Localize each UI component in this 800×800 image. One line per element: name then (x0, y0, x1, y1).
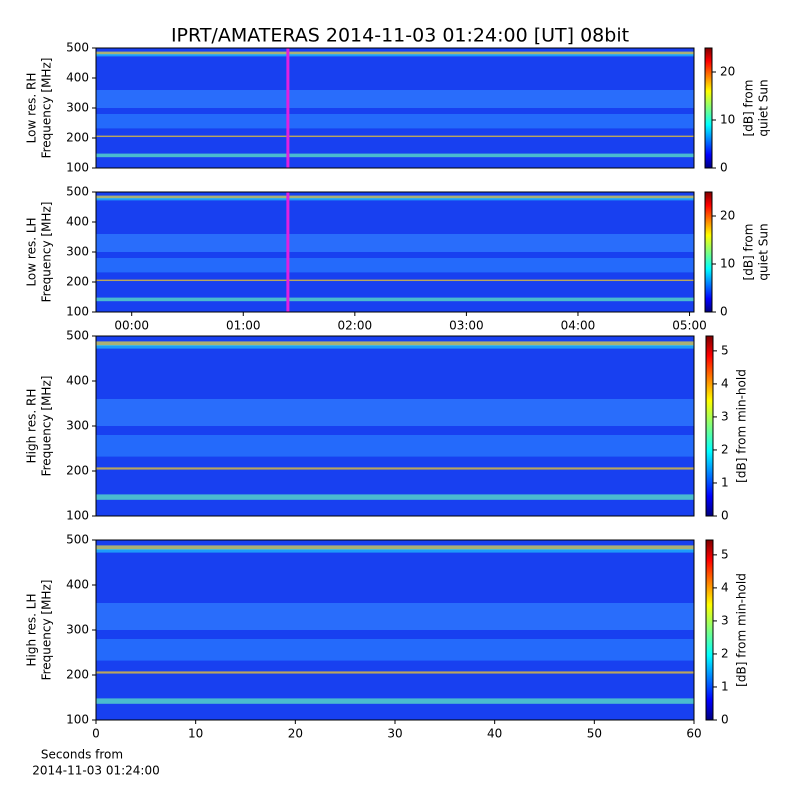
colorbar-tick-label: 1 (721, 679, 729, 693)
y-tick-label: 100 (66, 509, 89, 523)
x-axis-label: Seconds from (41, 748, 123, 762)
x-tick-label: 60 (686, 727, 701, 741)
colorbar-tick-label: 20 (720, 209, 735, 223)
colorbar (704, 191, 713, 313)
y-tick-label: 500 (66, 329, 89, 343)
heatmap-texture (96, 603, 694, 630)
heatmap-texture (96, 297, 694, 302)
heatmap-texture (96, 494, 694, 500)
x-tick-label: 50 (587, 727, 602, 741)
y-tick-label: 400 (66, 578, 89, 592)
heatmap-texture (96, 345, 694, 349)
heatmap-texture (96, 341, 694, 346)
x-tick-label: 01:00 (226, 319, 261, 333)
colorbar-tick-label: 1 (721, 475, 729, 489)
colorbar (705, 335, 714, 517)
y-tick-label: 300 (66, 419, 89, 433)
x-axis-label: 2014-11-03 01:24:00 (32, 764, 159, 778)
y-axis-label: High res. RH (25, 389, 39, 464)
heatmap-texture (96, 153, 694, 158)
y-tick-label: 200 (66, 668, 89, 682)
y-tick-label: 500 (66, 185, 89, 199)
x-tick-label: 02:00 (338, 319, 373, 333)
x-tick-label: 20 (288, 727, 303, 741)
colorbar-tick-label: 0 (721, 713, 729, 727)
colorbar-label: quiet Sun (757, 223, 771, 280)
colorbar-tick-label: 3 (721, 613, 729, 627)
heatmap-texture (96, 399, 694, 426)
x-tick-label: 30 (387, 727, 402, 741)
heatmap-texture (96, 467, 694, 470)
y-axis-label: Low res. LH (25, 217, 39, 286)
colorbar-tick-label: 5 (721, 547, 729, 561)
y-tick-label: 400 (66, 374, 89, 388)
y-tick-label: 500 (66, 41, 89, 55)
heatmap-texture (96, 54, 694, 57)
colorbar-tick-label: 3 (721, 409, 729, 423)
colorbar-tick-label: 4 (721, 376, 729, 390)
y-axis-label: Frequency [MHz] (40, 202, 54, 303)
y-axis-label: Frequency [MHz] (40, 580, 54, 681)
heatmap-texture (96, 258, 694, 273)
y-tick-label: 300 (66, 101, 89, 115)
y-axis-label: High res. LH (25, 593, 39, 666)
colorbar-tick-label: 10 (720, 257, 735, 271)
heatmap-texture (96, 51, 694, 55)
y-tick-label: 200 (66, 131, 89, 145)
heatmap-texture (96, 435, 694, 457)
colorbar-tick-label: 4 (721, 580, 729, 594)
heatmap-texture (96, 195, 694, 199)
heatmap-texture (96, 671, 694, 674)
y-tick-label: 100 (66, 161, 89, 175)
x-tick-label: 0 (92, 727, 100, 741)
x-tick-label: 05:00 (672, 319, 707, 333)
y-axis-label: Frequency [MHz] (40, 58, 54, 159)
x-tick-label: 00:00 (114, 319, 149, 333)
colorbar-label: [dB] from (742, 224, 756, 281)
heatmap-texture (96, 545, 694, 550)
x-tick-label: 03:00 (449, 319, 484, 333)
heatmap-texture (96, 279, 694, 282)
colorbar-tick-label: 10 (720, 113, 735, 127)
y-tick-label: 500 (66, 533, 89, 547)
colorbar-tick-label: 2 (721, 442, 729, 456)
heatmap-texture (96, 198, 694, 201)
heatmap-texture (96, 90, 694, 108)
x-tick-label: 04:00 (561, 319, 596, 333)
heatmap-texture (96, 135, 694, 138)
y-tick-label: 200 (66, 275, 89, 289)
figure-title: IPRT/AMATERAS 2014-11-03 01:24:00 [UT] 0… (171, 25, 629, 47)
colorbar-label: [dB] from (742, 80, 756, 137)
colorbar-tick-label: 0 (720, 161, 728, 175)
x-tick-label: 40 (487, 727, 502, 741)
y-tick-label: 400 (66, 215, 89, 229)
colorbar-tick-label: 5 (721, 343, 729, 357)
colorbar (705, 539, 714, 721)
y-tick-label: 200 (66, 464, 89, 478)
colorbar-label: [dB] from min-hold (735, 573, 749, 687)
heatmap-texture (96, 698, 694, 704)
y-tick-label: 100 (66, 713, 89, 727)
heatmap-texture (96, 639, 694, 661)
y-tick-label: 300 (66, 245, 89, 259)
colorbar-label: quiet Sun (757, 79, 771, 136)
heatmap-texture (96, 234, 694, 252)
colorbar-label: [dB] from min-hold (735, 369, 749, 483)
colorbar (704, 47, 713, 169)
y-tick-label: 400 (66, 71, 89, 85)
x-tick-label: 10 (188, 727, 203, 741)
colorbar-tick-label: 0 (721, 509, 729, 523)
heatmap-texture (96, 549, 694, 553)
y-axis-label: Frequency [MHz] (40, 376, 54, 477)
y-tick-label: 300 (66, 623, 89, 637)
y-axis-label: Low res. RH (25, 73, 39, 144)
y-tick-label: 100 (66, 305, 89, 319)
colorbar-tick-label: 20 (720, 65, 735, 79)
colorbar-tick-label: 0 (720, 305, 728, 319)
colorbar-tick-label: 2 (721, 646, 729, 660)
heatmap-texture (96, 114, 694, 129)
